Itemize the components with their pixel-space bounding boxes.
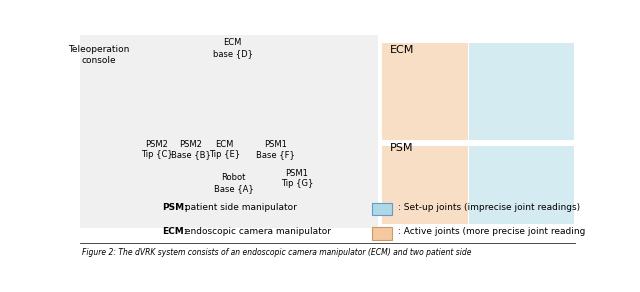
Text: ECM
Tip {E}: ECM Tip {E} (209, 140, 240, 159)
Text: : Set-up joints (imprecise joint readings): : Set-up joints (imprecise joint reading… (399, 203, 580, 211)
Text: PSM2
Base {B}: PSM2 Base {B} (171, 140, 211, 159)
Text: : Active joints (more precise joint reading: : Active joints (more precise joint read… (399, 227, 586, 236)
Text: ECM:: ECM: (162, 227, 188, 236)
Text: Teleoperation
console: Teleoperation console (68, 45, 129, 65)
Text: Robot
Base {A}: Robot Base {A} (214, 173, 253, 193)
Text: PSM: PSM (390, 143, 413, 153)
Text: PSM:: PSM: (162, 203, 188, 211)
Text: PSM2
Tip {C}: PSM2 Tip {C} (141, 140, 173, 159)
Text: ECM: ECM (390, 45, 414, 55)
Text: PSM1
Tip {G}: PSM1 Tip {G} (280, 169, 313, 188)
Bar (469, 146, 573, 224)
Text: Figure 2: The dVRK system consists of an endoscopic camera manipulator (ECM) and: Figure 2: The dVRK system consists of an… (83, 248, 472, 256)
Bar (381, 43, 468, 140)
Bar (469, 43, 573, 140)
Text: endoscopic camera manipulator: endoscopic camera manipulator (182, 227, 331, 236)
Bar (80, 35, 378, 228)
Bar (372, 227, 392, 240)
Text: patient side manipulator: patient side manipulator (182, 203, 296, 211)
Bar (381, 146, 468, 224)
Text: PSM1
Base {F}: PSM1 Base {F} (257, 140, 295, 159)
Bar (372, 203, 392, 215)
Text: ECM
base {D}: ECM base {D} (212, 39, 253, 58)
